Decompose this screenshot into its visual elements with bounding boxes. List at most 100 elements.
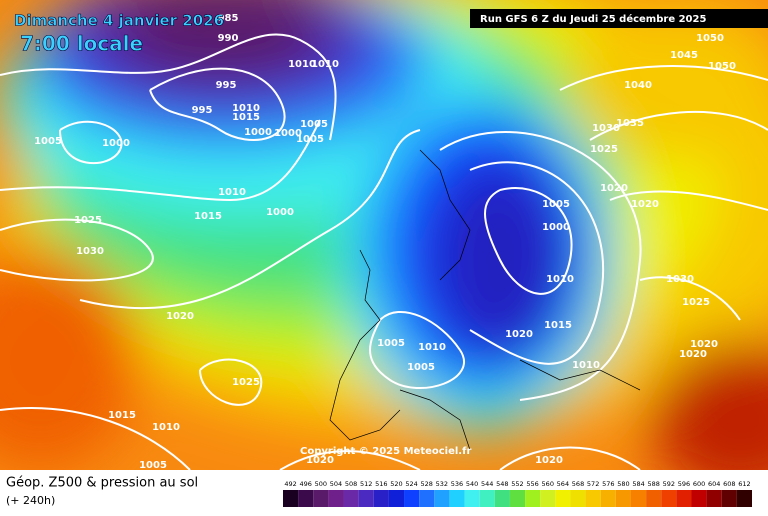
isobar-label: 1050 [708, 61, 736, 72]
isobar-label: 1005 [407, 362, 435, 373]
colorbar-label: 564 [557, 480, 569, 488]
colorbar-swatch [373, 490, 389, 507]
isobar-label: 985 [218, 13, 239, 24]
colorbar-swatch [540, 490, 556, 507]
isobar-label: 1030 [76, 246, 104, 257]
colorbar-label: 512 [360, 480, 372, 488]
colorbar-label: 532 [436, 480, 448, 488]
colorbar-label: 580 [617, 480, 629, 488]
isobar-label: 1030 [592, 123, 620, 134]
colorbar-label: 612 [738, 480, 750, 488]
colorbar-swatch [449, 490, 465, 507]
isobar-label: 990 [218, 33, 239, 44]
valid-date: Dimanche 4 janvier 2026 [14, 12, 224, 30]
isobar-label: 1000 [266, 207, 294, 218]
isobar-label: 1005 [542, 199, 570, 210]
colorbar: 492 496 500 504 508 512 516 520 524 528 532 536 540 5… [283, 480, 752, 507]
colorbar-label: 544 [481, 480, 493, 488]
isobar-label: 1005 [296, 134, 324, 145]
colorbar-swatch [404, 490, 420, 507]
colorbar-label: 548 [496, 480, 508, 488]
colorbar-label: 496 [299, 480, 311, 488]
colorbar-swatch [283, 490, 299, 507]
colorbar-swatch [328, 490, 344, 507]
isobar-label: 1020 [505, 329, 533, 340]
colorbar-swatch [570, 490, 586, 507]
colorbar-swatch [706, 490, 722, 507]
colorbar-swatch [313, 490, 329, 507]
colorbar-swatch [661, 490, 677, 507]
isobar-label: 1010 [546, 274, 574, 285]
colorbar-label: 540 [466, 480, 478, 488]
isobar-label: 1020 [679, 349, 707, 360]
colorbar-swatch [388, 490, 405, 507]
colorbar-label: 604 [708, 480, 720, 488]
colorbar-label: 584 [632, 480, 644, 488]
coastlines [329, 149, 641, 451]
isobar-label: 1010 [152, 422, 180, 433]
colorbar-swatch [555, 490, 571, 507]
isobar-label: 1020 [166, 311, 194, 322]
colorbar-label: 556 [526, 480, 538, 488]
colorbar-swatch [600, 490, 616, 507]
isobar-label: 1025 [590, 144, 618, 155]
colorbar-label: 492 [284, 480, 296, 488]
isobar-label: 1005 [34, 136, 62, 147]
colorbar-label: 576 [602, 480, 614, 488]
isobar-label: 1015 [194, 211, 222, 222]
isobar-label: 1020 [690, 339, 718, 350]
colorbar-label: 520 [390, 480, 402, 488]
colorbar-label: 500 [315, 480, 327, 488]
colorbar-swatch [464, 490, 480, 507]
copyright: Copyright © 2025 Meteociel.fr [300, 446, 471, 457]
colorbar-label: 588 [647, 480, 659, 488]
isobar-label: 1045 [670, 50, 698, 61]
colorbar-label: 560 [542, 480, 554, 488]
isobar-label: 1025 [682, 297, 710, 308]
footer-title: Géop. Z500 & pression au sol [6, 476, 198, 491]
isobar-label: 1050 [696, 33, 724, 44]
isobar-label: 1020 [306, 455, 334, 466]
isobar-label: 1010 [572, 360, 600, 371]
colorbar-swatch [298, 490, 314, 507]
isobar-label: 1020 [535, 455, 563, 466]
isobar-label: 1020 [631, 199, 659, 210]
colorbar-label: 572 [587, 480, 599, 488]
colorbar-swatch [479, 490, 495, 507]
isobar-label: 1010 [311, 59, 339, 70]
colorbar-swatch [585, 490, 601, 507]
run-banner [470, 9, 768, 28]
isobar-label: 1000 [102, 138, 130, 149]
isobar-label: 1015 [108, 410, 136, 421]
isobar-label: 1025 [74, 215, 102, 226]
colorbar-swatch [419, 490, 435, 507]
isobars [0, 33, 768, 470]
isobar-label: 1005 [139, 460, 167, 471]
isobar-label: 1010 [218, 187, 246, 198]
isobar-label: 1040 [624, 80, 652, 91]
isobar-label: 1000 [542, 222, 570, 233]
colorbar-label: 608 [723, 480, 735, 488]
colorbar-swatch [721, 490, 737, 507]
isobar-label: 1000 [274, 128, 302, 139]
colorbar-label: 524 [405, 480, 417, 488]
colorbar-label: 528 [421, 480, 433, 488]
isobar-label: 1005 [377, 338, 405, 349]
footer-lead: (+ 240h) [6, 494, 55, 507]
isobar-label: 1025 [232, 377, 260, 388]
colorbar-swatch [494, 490, 510, 507]
isobar-label: 1015 [544, 320, 572, 331]
run-info: Run GFS 6 Z du Jeudi 25 décembre 2025 [480, 13, 706, 25]
isobar-label: 995 [192, 105, 213, 116]
isobar-label: 1010 [232, 103, 260, 114]
isobar-label: 1005 [300, 119, 328, 130]
isobar-label: 995 [216, 80, 237, 91]
isobar-label: 1020 [600, 183, 628, 194]
isobar-label: 1030 [666, 274, 694, 285]
colorbar-swatch [630, 490, 647, 507]
colorbar-label: 508 [345, 480, 357, 488]
colorbar-label: 516 [375, 480, 387, 488]
colorbar-label: 536 [451, 480, 463, 488]
